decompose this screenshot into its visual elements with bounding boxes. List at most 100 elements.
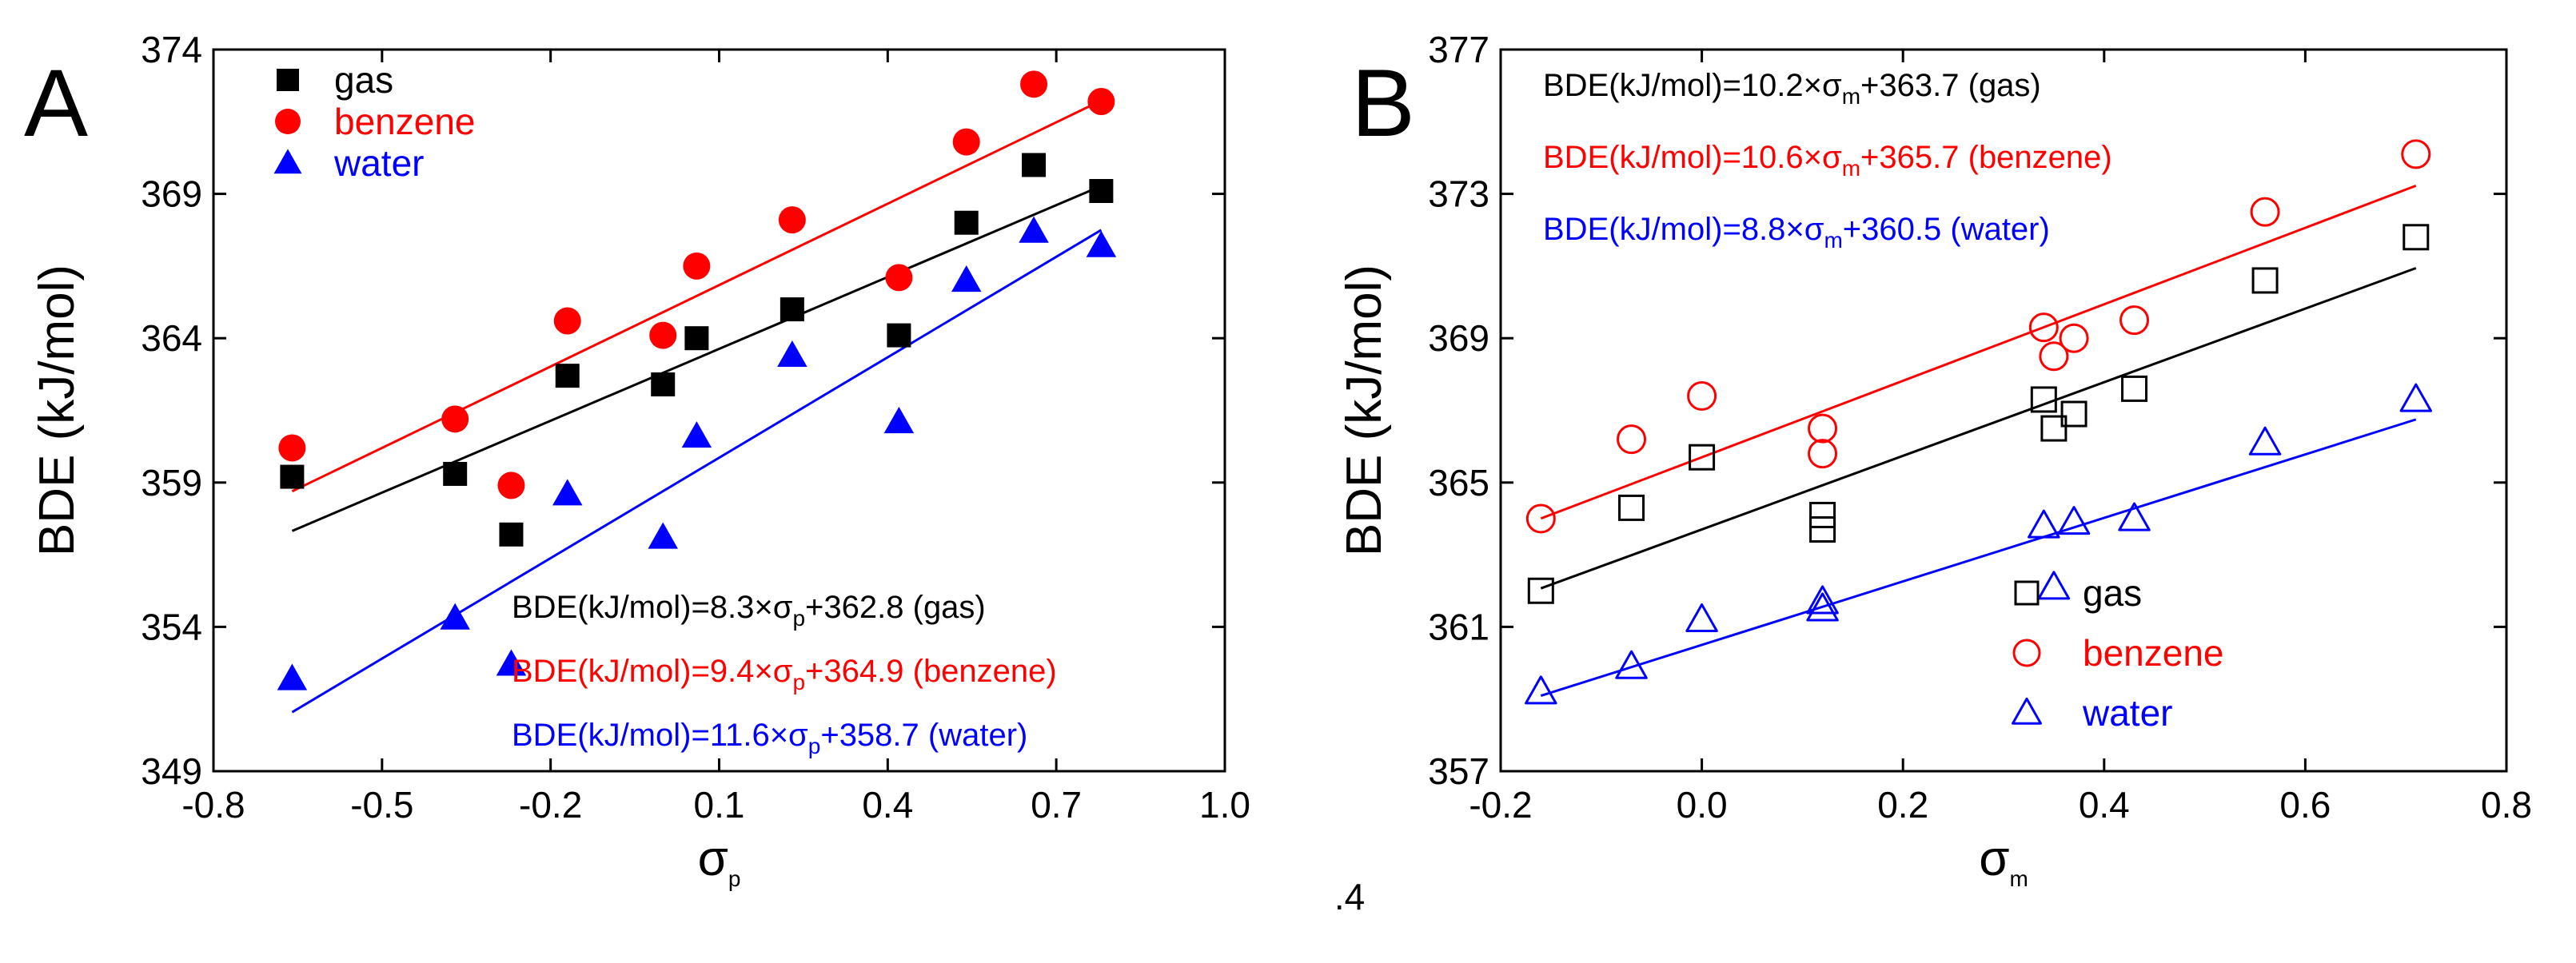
fit-equation: BDE(kJ/mol)=9.4×σp+364.9 (benzene) bbox=[512, 654, 1057, 694]
y-tick-label: 361 bbox=[1428, 606, 1489, 647]
data-point-water bbox=[777, 340, 807, 368]
data-point-gas bbox=[2060, 400, 2088, 428]
data-point-benzene bbox=[649, 321, 677, 349]
data-point-gas bbox=[1809, 515, 1836, 543]
legend-label-benzene: benzene bbox=[334, 101, 476, 142]
x-axis-title: σm bbox=[1979, 831, 2028, 891]
data-point-gas bbox=[555, 364, 580, 388]
data-point-benzene bbox=[1617, 424, 1647, 455]
y-axis-title: BDE (kJ/mol) bbox=[30, 265, 85, 556]
series-water bbox=[1525, 383, 2433, 705]
x-tick-label: -0.2 bbox=[1469, 784, 1532, 826]
x-tick-label: 0.0 bbox=[1677, 784, 1728, 826]
panel-letter: B bbox=[1351, 50, 1415, 157]
fit-line-benzene bbox=[291, 99, 1103, 493]
data-point-benzene bbox=[497, 472, 525, 499]
data-point-water bbox=[1525, 675, 1557, 705]
data-point-water bbox=[883, 407, 915, 434]
data-point-benzene bbox=[1087, 88, 1115, 116]
legend-label-benzene: benzene bbox=[2083, 632, 2224, 674]
legend: gas benzene water bbox=[2012, 572, 2224, 734]
y-tick-label: 369 bbox=[141, 173, 202, 215]
data-point-gas bbox=[954, 210, 979, 235]
data-point-benzene bbox=[2250, 197, 2280, 227]
data-point-gas bbox=[1022, 153, 1047, 177]
data-point-gas bbox=[2403, 224, 2430, 251]
legend-marker-benzene bbox=[2012, 639, 2041, 667]
y-axis-title: BDE (kJ/mol) bbox=[1337, 265, 1392, 556]
data-point-water bbox=[1685, 603, 1718, 633]
legend-marker-water bbox=[2012, 697, 2042, 725]
series-benzene bbox=[1525, 139, 2431, 534]
x-axis-title: σp bbox=[698, 831, 741, 891]
legend-label-gas: gas bbox=[2083, 572, 2142, 614]
y-tick-label: 364 bbox=[141, 317, 202, 359]
data-point-water bbox=[648, 522, 678, 549]
fit-line-gas bbox=[1540, 267, 2417, 590]
data-point-benzene bbox=[2119, 305, 2150, 336]
x-tick-label: -0.5 bbox=[350, 784, 413, 826]
y-tick-label: 377 bbox=[1428, 29, 1489, 70]
data-point-water bbox=[277, 663, 308, 690]
legend-label-gas: gas bbox=[334, 59, 393, 101]
data-point-water bbox=[2057, 506, 2091, 535]
legend-label-water: water bbox=[2082, 692, 2172, 734]
data-point-benzene bbox=[885, 264, 913, 292]
data-point-benzene bbox=[2039, 341, 2069, 372]
panel-b: B -0.2 0.0 0.2 0.4 0.6 0.8 357 361 365 369 373 377 σm… bbox=[1337, 29, 2532, 891]
data-point-benzene bbox=[683, 252, 711, 280]
series-water bbox=[277, 216, 1117, 690]
data-point-benzene bbox=[2059, 323, 2089, 353]
data-point-water bbox=[1615, 650, 1648, 679]
data-point-water bbox=[1806, 592, 1839, 622]
data-point-gas bbox=[1689, 444, 1716, 471]
x-tick-label: 0.6 bbox=[2279, 784, 2331, 826]
fit-equation: BDE(kJ/mol)=11.6×σp+358.7 (water) bbox=[512, 718, 1027, 758]
data-point-water bbox=[552, 479, 583, 506]
legend-label-water: water bbox=[333, 142, 424, 184]
fit-line-gas bbox=[291, 185, 1102, 532]
x-tick-label: 0.8 bbox=[2481, 784, 2532, 826]
panel-a: A -0.8 -0.5 -0.2 0.1 0.4 0.7 1.0 349 354 359 364 369… bbox=[24, 29, 1250, 891]
fit-line-water bbox=[291, 229, 1103, 714]
data-point-benzene bbox=[441, 405, 469, 433]
fit-equation: BDE(kJ/mol)=10.2×σm+363.7 (gas) bbox=[1543, 68, 2041, 109]
data-point-gas bbox=[2030, 386, 2057, 413]
data-point-benzene bbox=[278, 434, 306, 462]
stray-tick-label: .4 bbox=[1334, 876, 1365, 917]
data-point-benzene bbox=[553, 307, 581, 335]
data-point-benzene bbox=[1525, 503, 1556, 534]
data-point-gas bbox=[2121, 375, 2148, 402]
data-point-gas bbox=[443, 461, 468, 486]
data-point-benzene bbox=[1808, 413, 1838, 444]
fit-line-water bbox=[1540, 418, 2417, 697]
data-point-gas bbox=[780, 297, 804, 322]
series-benzene bbox=[278, 70, 1115, 499]
fit-line-benzene bbox=[1540, 184, 2417, 520]
data-point-gas bbox=[1089, 178, 1114, 203]
data-point-water bbox=[681, 421, 712, 448]
data-point-water bbox=[440, 603, 470, 630]
data-point-water bbox=[1806, 585, 1839, 615]
x-tick-label: -0.8 bbox=[181, 784, 245, 826]
y-tick-label: 357 bbox=[1428, 750, 1489, 792]
data-point-benzene bbox=[1687, 380, 1717, 411]
data-point-benzene bbox=[2401, 139, 2431, 169]
y-tick-label: 365 bbox=[1428, 462, 1489, 503]
data-point-benzene bbox=[778, 206, 806, 234]
data-point-water bbox=[1019, 216, 1049, 243]
data-point-water bbox=[2248, 426, 2282, 456]
x-tick-label: -0.2 bbox=[519, 784, 582, 826]
data-point-water bbox=[2399, 383, 2433, 412]
data-point-gas bbox=[1618, 494, 1645, 521]
y-tick-label: 373 bbox=[1428, 173, 1489, 215]
data-point-gas bbox=[280, 464, 305, 489]
data-point-benzene bbox=[1020, 70, 1048, 98]
legend-marker-benzene bbox=[275, 109, 301, 134]
fit-equation: BDE(kJ/mol)=10.6×σm+365.7 (benzene) bbox=[1543, 140, 2112, 181]
data-point-gas bbox=[2040, 415, 2068, 442]
data-point-water bbox=[951, 265, 982, 292]
legend-marker-gas bbox=[277, 69, 299, 91]
